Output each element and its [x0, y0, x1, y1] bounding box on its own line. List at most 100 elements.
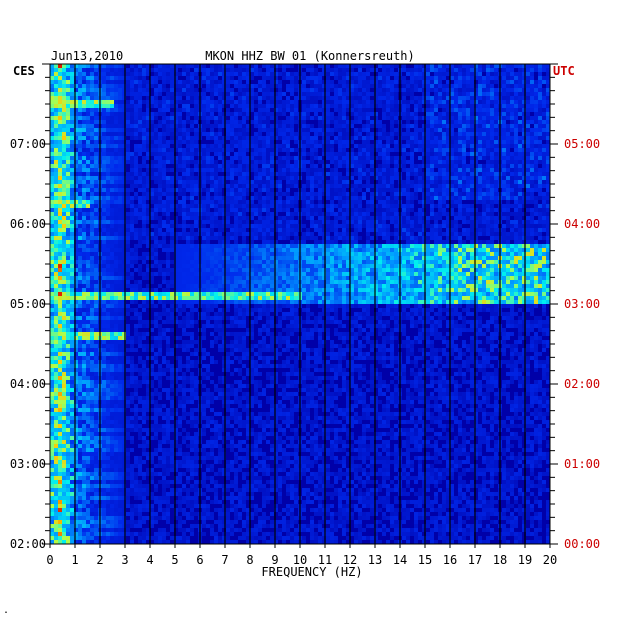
spectrogram-cell: [138, 196, 142, 200]
spectrogram-cell: [382, 76, 386, 80]
spectrogram-cell: [82, 76, 86, 80]
spectrogram-cell: [126, 68, 130, 72]
spectrogram-cell: [246, 180, 250, 184]
spectrogram-cell: [118, 172, 122, 176]
spectrogram-cell: [54, 124, 58, 128]
spectrogram-cell: [214, 100, 218, 104]
spectrogram-cell: [74, 132, 78, 136]
spectrogram-cell: [346, 160, 350, 164]
spectrogram-cell: [514, 100, 518, 104]
spectrogram-cell: [474, 140, 478, 144]
spectrogram-cell: [346, 136, 350, 140]
spectrogram-cell: [542, 204, 546, 208]
spectrogram-cell: [174, 92, 178, 96]
spectrogram-cell: [422, 232, 426, 236]
spectrogram-cell: [146, 136, 150, 140]
spectrogram-cell: [234, 208, 238, 212]
spectrogram-cell: [310, 208, 314, 212]
spectrogram-cell: [266, 196, 270, 200]
spectrogram-cell: [378, 88, 382, 92]
spectrogram-cell: [274, 136, 278, 140]
spectrogram-cell: [266, 212, 270, 216]
spectrogram-cell: [422, 144, 426, 148]
spectrogram-cell: [414, 108, 418, 112]
spectrogram-cell: [418, 128, 422, 132]
spectrogram-cell: [90, 80, 94, 84]
spectrogram-cell: [394, 80, 398, 84]
spectrogram-cell: [542, 220, 546, 224]
spectrogram-cell: [322, 72, 326, 76]
spectrogram-cell: [170, 88, 174, 92]
spectrogram-cell: [330, 128, 334, 132]
spectrogram-cell: [54, 140, 58, 144]
spectrogram-cell: [186, 164, 190, 168]
spectrogram-cell: [302, 108, 306, 112]
spectrogram-cell: [70, 116, 74, 120]
spectrogram-cell: [426, 96, 430, 100]
spectrogram-cell: [146, 88, 150, 92]
spectrogram-cell: [486, 228, 490, 232]
spectrogram-cell: [294, 208, 298, 212]
spectrogram-cell: [234, 100, 238, 104]
spectrogram-cell: [82, 180, 86, 184]
spectrogram-cell: [542, 88, 546, 92]
spectrogram-cell: [230, 112, 234, 116]
spectrogram-cell: [402, 220, 406, 224]
spectrogram-cell: [482, 108, 486, 112]
spectrogram-cell: [270, 172, 274, 176]
spectrogram-cell: [374, 116, 378, 120]
spectrogram-cell: [314, 72, 318, 76]
spectrogram-cell: [466, 192, 470, 196]
spectrogram-cell: [306, 168, 310, 172]
spectrogram-cell: [326, 152, 330, 156]
spectrogram-cell: [134, 96, 138, 100]
spectrogram-cell: [110, 160, 114, 164]
spectrogram-cell: [306, 80, 310, 84]
spectrogram-cell: [338, 80, 342, 84]
spectrogram-cell: [522, 196, 526, 200]
spectrogram-cell: [318, 216, 322, 220]
spectrogram-cell: [194, 204, 198, 208]
spectrogram-cell: [478, 216, 482, 220]
spectrogram-cell: [290, 84, 294, 88]
spectrogram-cell: [538, 80, 542, 84]
spectrogram-cell: [266, 160, 270, 164]
spectrogram-cell: [446, 152, 450, 156]
spectrogram-cell: [118, 92, 122, 96]
spectrogram-cell: [218, 96, 222, 100]
spectrogram-cell: [282, 112, 286, 116]
spectrogram-cell: [58, 236, 62, 240]
spectrogram-cell: [326, 172, 330, 176]
spectrogram-cell: [342, 148, 346, 152]
spectrogram-cell: [510, 176, 514, 180]
spectrogram-cell: [54, 228, 58, 232]
spectrogram-cell: [294, 200, 298, 204]
spectrogram-cell: [122, 144, 126, 148]
spectrogram-cell: [210, 92, 214, 96]
spectrogram-cell: [246, 204, 250, 208]
spectrogram-cell: [382, 232, 386, 236]
spectrogram-cell: [510, 128, 514, 132]
spectrogram-cell: [234, 216, 238, 220]
spectrogram-cell: [90, 124, 94, 128]
spectrogram-cell: [402, 160, 406, 164]
spectrogram-cell: [386, 72, 390, 76]
spectrogram-cell: [378, 200, 382, 204]
spectrogram-cell: [310, 156, 314, 160]
spectrogram-cell: [342, 116, 346, 120]
spectrogram-cell: [342, 64, 346, 68]
spectrogram-cell: [502, 172, 506, 176]
spectrogram-cell: [358, 84, 362, 88]
spectrogram-cell: [342, 220, 346, 224]
spectrogram-cell: [454, 88, 458, 92]
spectrogram-cell: [534, 168, 538, 172]
spectrogram-cell: [386, 132, 390, 136]
spectrogram-cell: [218, 140, 222, 144]
spectrogram-cell: [258, 112, 262, 116]
spectrogram-cell: [54, 236, 58, 240]
spectrogram-cell: [446, 156, 450, 160]
spectrogram-cell: [190, 176, 194, 180]
spectrogram-cell: [530, 64, 534, 68]
spectrogram-cell: [354, 156, 358, 160]
spectrogram-cell: [386, 176, 390, 180]
